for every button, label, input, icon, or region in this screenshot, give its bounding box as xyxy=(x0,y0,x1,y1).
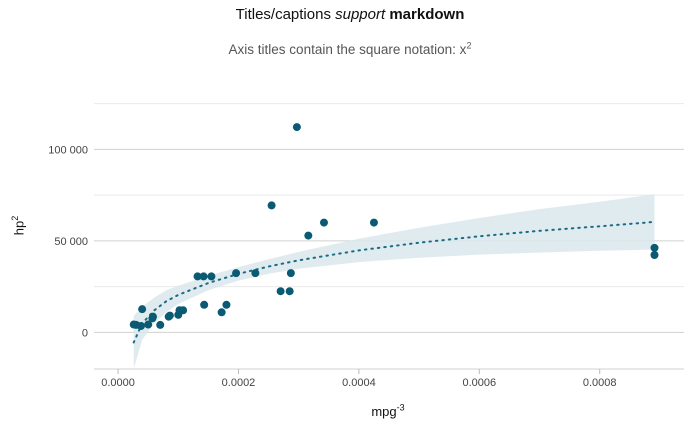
x-tick-label: 0.0006 xyxy=(462,377,496,389)
fit-line xyxy=(132,220,656,344)
subtitle-sup: 2 xyxy=(466,40,472,51)
data-point xyxy=(286,269,295,278)
data-point xyxy=(232,269,241,278)
data-point xyxy=(207,272,216,281)
chart-title: Titles/captions support markdown xyxy=(0,6,700,23)
y-axis-title: hp2 xyxy=(10,211,27,241)
data-point xyxy=(650,250,659,259)
data-point xyxy=(276,287,285,296)
data-point xyxy=(319,218,328,227)
subtitle-text: Axis titles contain the square notation:… xyxy=(228,42,467,57)
y-tick-label: 50 000 xyxy=(54,236,88,248)
x-tick-label: 0.0002 xyxy=(222,377,256,389)
x-axis-title-sup: -3 xyxy=(396,402,405,413)
data-point xyxy=(200,300,209,309)
data-point xyxy=(251,269,260,278)
data-point xyxy=(165,311,174,320)
title-part-italic: support xyxy=(335,6,386,23)
y-axis-title-sup: 2 xyxy=(10,215,21,221)
data-point xyxy=(179,306,188,315)
data-point xyxy=(156,320,165,329)
chart-subtitle: Axis titles contain the square notation:… xyxy=(0,40,700,57)
title-part-bold: markdown xyxy=(389,6,465,23)
data-point xyxy=(292,123,301,132)
x-tick-label: 0.0008 xyxy=(583,377,617,389)
title-part-plain: Titles/captions xyxy=(235,6,331,23)
data-point xyxy=(149,312,157,321)
x-tick-label: 0.0000 xyxy=(101,377,135,389)
y-axis-title-base: hp xyxy=(11,220,27,236)
data-point xyxy=(369,218,378,227)
y-tick-label: 100 000 xyxy=(48,144,88,156)
x-axis-title: mpg-3 xyxy=(0,402,700,419)
x-tick-label: 0.0004 xyxy=(342,377,376,389)
data-point xyxy=(193,272,202,281)
data-point xyxy=(136,321,145,330)
data-point xyxy=(199,272,208,281)
data-point xyxy=(285,287,294,296)
confidence-band xyxy=(133,194,655,369)
data-point xyxy=(267,201,276,210)
data-point xyxy=(304,231,313,240)
data-point xyxy=(144,320,153,329)
data-point xyxy=(138,305,147,314)
data-point xyxy=(217,308,226,317)
x-axis-title-base: mpg xyxy=(371,404,397,419)
y-tick-label: 0 xyxy=(82,327,88,339)
data-point xyxy=(222,300,231,309)
data-point xyxy=(650,243,659,252)
